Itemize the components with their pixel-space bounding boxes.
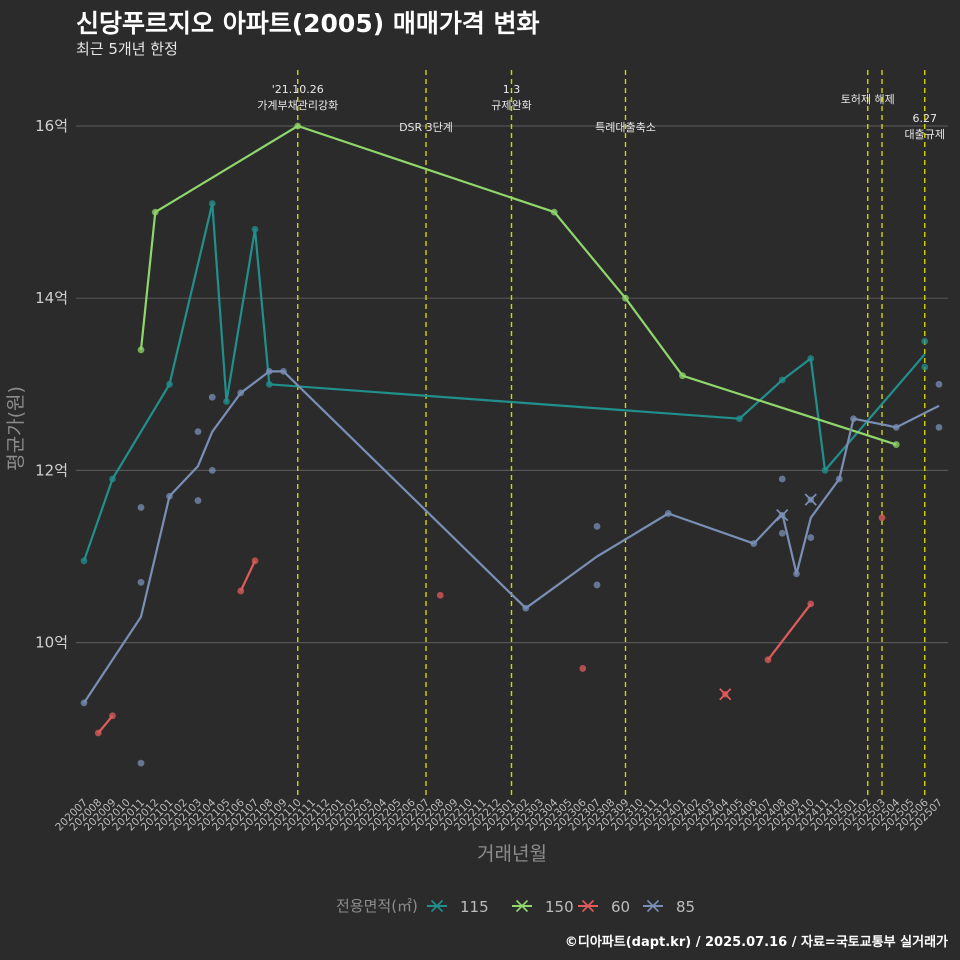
data-point-60 — [237, 587, 245, 595]
event-label: 6.27 — [913, 112, 938, 125]
data-point-85 — [778, 529, 786, 537]
data-point-115 — [778, 376, 786, 384]
data-point-60 — [436, 591, 444, 599]
event-label: 규제완화 — [491, 99, 531, 112]
data-point-85 — [593, 581, 601, 589]
data-point-115 — [736, 415, 743, 423]
legend-label-115: 115 — [460, 898, 489, 916]
x-axis-title: 거래년월 — [477, 843, 547, 865]
event-label: 토허제 해제 — [841, 92, 895, 106]
cross-marker-85 — [776, 509, 789, 522]
data-point-85 — [208, 393, 216, 401]
data-point-115 — [921, 363, 929, 371]
legend-label-85: 85 — [676, 898, 695, 916]
data-point-115 — [80, 557, 88, 565]
data-point-85 — [793, 570, 800, 578]
data-point-85 — [280, 367, 287, 375]
data-point-85 — [850, 415, 857, 423]
data-point-85 — [664, 510, 672, 517]
data-point-85 — [208, 467, 216, 474]
event-label: 대출규제 — [905, 128, 945, 141]
legend-key-cross-150 — [515, 899, 529, 913]
data-point-115 — [821, 467, 829, 474]
y-axis-title: 평균가(원) — [5, 386, 27, 471]
legend-label-150: 150 — [545, 898, 574, 916]
data-point-85 — [935, 380, 943, 388]
data-point-85 — [265, 367, 273, 375]
data-point-115 — [166, 380, 173, 388]
series-line-60 — [97, 715, 114, 734]
data-point-115 — [208, 200, 216, 207]
data-point-85 — [750, 540, 758, 547]
cross-marker-60 — [719, 688, 732, 701]
data-point-85 — [137, 759, 145, 767]
event-label: 1.3 — [503, 83, 521, 96]
series-line-60 — [239, 560, 256, 592]
legend-title: 전용면적(㎡) — [336, 897, 418, 915]
data-point-150 — [622, 294, 629, 302]
y-tick-label: 14억 — [35, 289, 68, 307]
data-point-150 — [294, 122, 302, 130]
data-point-85 — [166, 492, 173, 500]
data-point-85 — [835, 475, 843, 483]
data-point-60 — [764, 656, 772, 664]
legend-label-60: 60 — [611, 898, 630, 916]
data-point-85 — [237, 389, 245, 397]
data-point-85 — [194, 428, 202, 436]
y-tick-label: 12억 — [35, 461, 68, 479]
legend-key-cross-85 — [646, 899, 660, 913]
data-point-85 — [194, 497, 202, 504]
data-point-85 — [80, 699, 88, 707]
data-point-85 — [807, 534, 815, 541]
data-point-115 — [921, 337, 929, 345]
data-point-150 — [137, 346, 145, 354]
series-line-60 — [767, 603, 812, 661]
data-point-85 — [137, 578, 145, 586]
event-label: 가계부채관리강화 — [257, 99, 338, 112]
data-point-150 — [151, 208, 159, 216]
legend-key-cross-115 — [430, 899, 444, 913]
event-label: '21.10.26 — [272, 83, 324, 96]
y-tick-label: 10억 — [35, 634, 68, 652]
data-point-60 — [109, 712, 116, 720]
data-point-115 — [109, 475, 116, 483]
event-label: 특례대출축소 — [595, 121, 656, 134]
data-point-85 — [778, 475, 786, 483]
data-point-115 — [807, 355, 815, 362]
data-point-60 — [94, 729, 102, 737]
y-tick-label: 16억 — [35, 117, 68, 135]
data-point-150 — [550, 208, 558, 216]
data-point-115 — [265, 380, 273, 388]
data-point-60 — [579, 665, 587, 672]
chart-subtitle: 최근 5개년 한정 — [76, 40, 178, 58]
data-point-85 — [522, 604, 530, 612]
data-point-85 — [137, 504, 145, 511]
source-caption: ©디아파트(dapt.kr) / 2025.07.16 / 자료=국토교통부 실… — [564, 935, 948, 950]
data-point-150 — [679, 372, 686, 380]
data-point-85 — [892, 423, 900, 431]
data-point-150 — [892, 441, 900, 448]
data-point-85 — [593, 522, 601, 530]
data-point-85 — [935, 423, 943, 431]
data-point-115 — [223, 398, 230, 405]
chart-title: 신당푸르지오 아파트(2005) 매매가격 변화 — [76, 9, 540, 38]
event-label: DSR 3단계 — [399, 121, 453, 134]
cross-marker-85 — [804, 493, 817, 506]
series-line-115 — [82, 202, 926, 562]
data-point-115 — [251, 225, 259, 233]
data-point-60 — [878, 514, 886, 522]
series-line-150 — [139, 124, 897, 446]
data-point-60 — [807, 600, 815, 608]
data-point-60 — [251, 557, 259, 565]
legend-key-cross-60 — [581, 899, 595, 913]
